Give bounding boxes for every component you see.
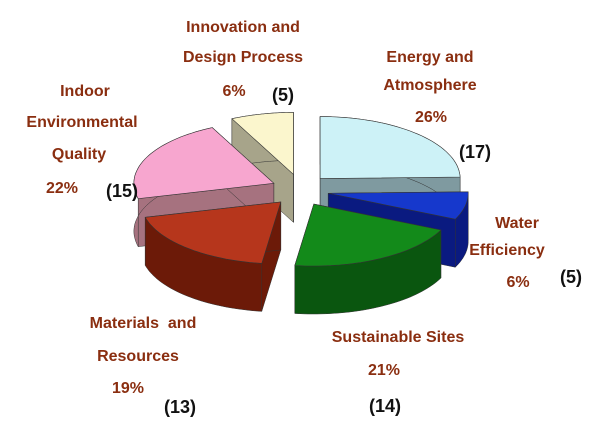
label-water-efficiency: Water Efficiency 6% (5) [469, 215, 582, 291]
slice-materials-resources [144, 201, 282, 312]
label-indoor-environmental-quality: Indoor Environmental Quality 22% (15) [26, 83, 138, 201]
label-materials-resources: Materials and Resources 19% (13) [90, 315, 197, 417]
slice-innovation-design [231, 112, 294, 223]
label-sustainable-sites: Sustainable Sites 21% (14) [332, 329, 465, 416]
slice-percent: 6% [222, 83, 245, 100]
slice-label-line: Resources [97, 348, 179, 365]
slice-label-line: Efficiency [469, 242, 545, 259]
slice-label-line: Sustainable Sites [332, 329, 465, 346]
slice-percent: 22% [46, 180, 78, 197]
slice-label-line: Energy and [386, 49, 473, 66]
slice-label-line: Innovation and [186, 19, 300, 36]
slice-top-face [144, 201, 282, 264]
slice-top-face [319, 116, 461, 179]
pie-slices [133, 112, 469, 315]
slice-top-face [328, 191, 469, 220]
slice-label-line: Environmental [26, 114, 137, 131]
slice-percent: 26% [415, 109, 447, 126]
label-energy-atmosphere: Energy and Atmosphere 26% (17) [383, 49, 491, 162]
slice-percent: 19% [112, 380, 144, 397]
slice-label-line: Design Process [183, 49, 303, 66]
slice-top-face [231, 112, 294, 176]
slice-top-face [133, 127, 275, 200]
slice-count: (13) [164, 397, 196, 417]
slice-label-line: Atmosphere [383, 77, 476, 94]
slice-label-line: Materials and [90, 315, 197, 332]
slice-label-line: Quality [52, 146, 106, 163]
slice-label-line: Water [495, 215, 539, 232]
slice-percent: 6% [506, 274, 529, 291]
slice-count: (17) [459, 142, 491, 162]
slice-count: (5) [272, 85, 294, 105]
slice-count: (5) [560, 267, 582, 287]
label-innovation-design: Innovation and Design Process 6% (5) [183, 19, 303, 105]
slice-sustainable-sites [294, 203, 442, 315]
slice-percent: 21% [368, 362, 400, 379]
slice-count: (15) [106, 181, 138, 201]
slice-top-face [294, 203, 442, 267]
slice-label-line: Indoor [60, 83, 110, 100]
slice-count: (14) [369, 396, 401, 416]
